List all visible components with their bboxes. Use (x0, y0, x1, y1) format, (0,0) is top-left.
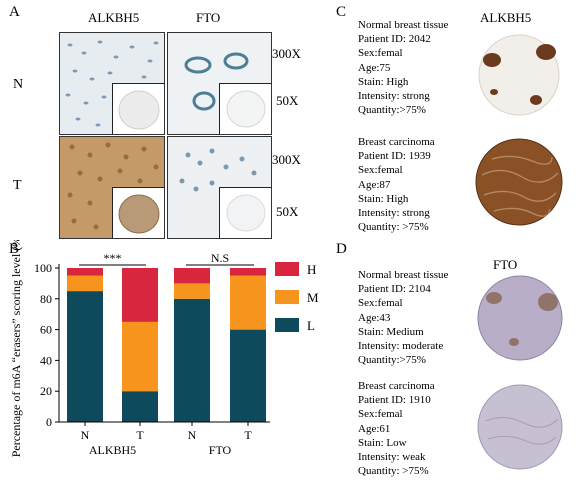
legend-swatch-m (275, 290, 299, 304)
panel-a-col-label-alkbh5: ALKBH5 (88, 10, 140, 25)
y-tick-label: 80 (40, 292, 52, 306)
legend-swatch-l (275, 318, 299, 332)
info-line: Intensity: moderate (358, 339, 444, 352)
x-tick-label: N (81, 428, 90, 442)
bar-segment-m (230, 275, 266, 330)
info-line: Patient ID: 2104 (358, 283, 431, 296)
panel-c-carcinoma-info: Breast carcinoma Patient ID: 1939 Sex:fe… (358, 135, 435, 234)
bar-segment-l (174, 298, 210, 422)
info-line: Age:43 (358, 311, 391, 324)
bar-segment-m (67, 275, 103, 292)
x-tick-label: T (136, 428, 144, 442)
bar-segment-h (230, 268, 266, 276)
y-tick-label: 100 (34, 261, 52, 275)
info-line: Quantity: >75% (358, 465, 429, 478)
x-tick-label: N (188, 428, 197, 442)
info-line: Age:87 (358, 178, 391, 191)
micrograph-fto-normal-texture (184, 52, 249, 111)
y-tick-label: 40 (40, 353, 52, 367)
bar-segment-l (67, 291, 103, 422)
panel-a-row-label-n: N (13, 77, 24, 92)
panel-a-row-label-t: T (13, 178, 22, 193)
bar-segment-l (122, 391, 158, 422)
panel-a-letter: A (9, 4, 20, 20)
micrograph-inset-50x (219, 187, 271, 238)
info-line: Age:75 (358, 61, 391, 74)
legend-label-l: L (307, 318, 315, 333)
legend-swatch-h (275, 262, 299, 276)
micrograph-fto-tumor (167, 136, 272, 239)
legend-label-m: M (307, 290, 319, 305)
panel-b-letter: B (9, 241, 20, 257)
micrograph-alkbh5-normal-texture (65, 40, 159, 127)
info-line: Sex:femal (358, 164, 403, 177)
info-line: Age:61 (358, 422, 391, 435)
panel-c-letter: C (336, 4, 347, 20)
group-label: FTO (209, 443, 232, 457)
panel-c-title: ALKBH5 (480, 10, 532, 25)
micrograph-alkbh5-tumor (59, 136, 165, 239)
info-line: Stain: High (358, 192, 409, 205)
info-line: Stain: Low (358, 436, 407, 449)
micrograph-inset-50x (219, 83, 271, 134)
micrograph-alkbh5-tumor-texture (67, 142, 159, 230)
panel-d-normal-info: Normal breast tissue Patient ID: 2104 Se… (358, 268, 448, 367)
magnification-label-50x: 50X (276, 93, 299, 108)
bar-segment-h (174, 268, 210, 284)
group-label: ALKBH5 (89, 443, 136, 457)
info-line: Patient ID: 2042 (358, 33, 431, 46)
y-tick-label: 60 (40, 323, 52, 337)
x-tick-label: T (244, 428, 252, 442)
panel-d-title: FTO (493, 257, 518, 272)
micrograph-inset-50x (112, 83, 164, 134)
bar-segment-h (67, 268, 103, 276)
bar-segment-m (174, 283, 210, 299)
magnification-label-300x: 300X (272, 46, 301, 61)
info-line: Sex:femal (358, 408, 403, 421)
significance-label: *** (104, 251, 122, 265)
info-line: Stain: High (358, 75, 409, 88)
tissue-core-alkbh5-normal (478, 34, 560, 116)
y-tick-label: 20 (40, 384, 52, 398)
tissue-core-fto-carcinoma (477, 384, 563, 470)
bar-segment-h (122, 268, 158, 322)
micrograph-fto-tumor-texture (179, 148, 257, 192)
info-line: Intensity: weak (358, 450, 426, 463)
micrograph-alkbh5-normal (59, 32, 165, 135)
info-line: Patient ID: 1910 (358, 394, 431, 407)
info-line: Normal breast tissue (358, 19, 449, 31)
info-line: Breast carcinoma (358, 380, 435, 392)
info-line: Breast carcinoma (358, 136, 435, 148)
info-line: Intensity: strong (358, 89, 430, 102)
panel-c-normal-info: Normal breast tissue Patient ID: 2042 Se… (358, 18, 448, 117)
bar-segment-l (230, 329, 266, 422)
info-line: Sex:femal (358, 297, 403, 310)
info-line: Normal breast tissue (358, 269, 449, 281)
panel-d-letter: D (336, 241, 347, 257)
info-line: Patient ID: 1939 (358, 150, 431, 163)
micrograph-fto-normal (167, 32, 272, 135)
y-tick-label: 0 (46, 415, 52, 429)
panel-d-carcinoma-info: Breast carcinoma Patient ID: 1910 Sex:fe… (358, 379, 435, 478)
tissue-core-fto-normal (477, 275, 563, 361)
bar-segment-m (122, 321, 158, 392)
info-line: Intensity: strong (358, 206, 430, 219)
info-line: Quantity: >75% (358, 221, 429, 234)
micrograph-inset-50x (112, 187, 164, 238)
legend-label-h: H (307, 262, 316, 277)
info-line: Quantity:>75% (358, 354, 426, 367)
y-axis-label: Percentage of m6A “erasers” scoring leve… (9, 240, 23, 457)
info-line: Stain: Medium (358, 325, 424, 338)
magnification-label-50x: 50X (276, 204, 299, 219)
tissue-core-alkbh5-carcinoma (475, 138, 563, 226)
info-line: Sex:femal (358, 47, 403, 60)
info-line: Quantity:>75% (358, 104, 426, 117)
significance-label: N.S (211, 251, 229, 265)
panel-a-col-label-fto: FTO (196, 10, 221, 25)
magnification-label-300x: 300X (272, 152, 301, 167)
